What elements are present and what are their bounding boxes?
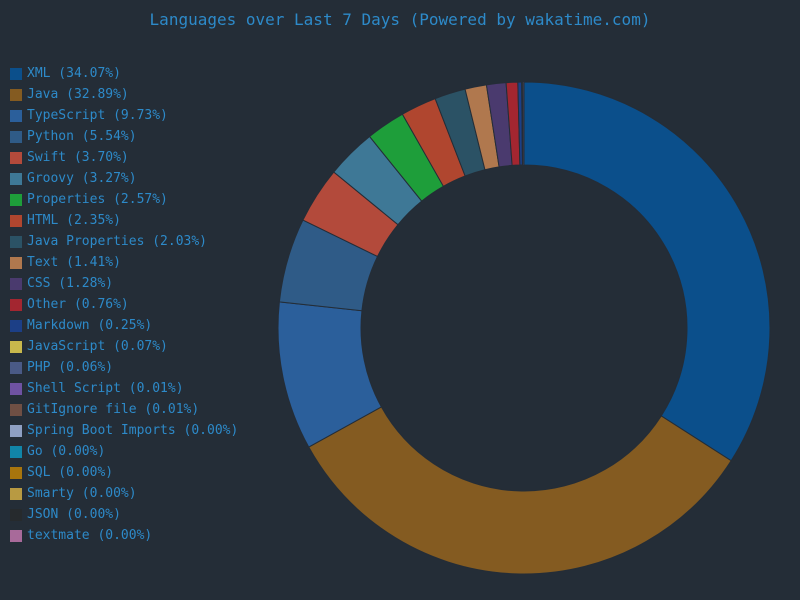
legend-label: PHP (0.06%): [27, 360, 114, 375]
legend-label: JavaScript (0.07%): [27, 339, 168, 354]
legend-label: Shell Script (0.01%): [27, 381, 184, 396]
legend-item[interactable]: HTML (2.35%): [10, 210, 280, 231]
legend-swatch: [10, 277, 22, 290]
legend-swatch: [10, 214, 22, 227]
legend-item[interactable]: Shell Script (0.01%): [10, 378, 280, 399]
legend-swatch: [10, 529, 22, 542]
legend-swatch: [10, 67, 22, 80]
legend-label: HTML (2.35%): [27, 213, 121, 228]
legend-swatch: [10, 382, 22, 395]
legend-swatch: [10, 193, 22, 206]
legend-item[interactable]: Groovy (3.27%): [10, 168, 280, 189]
legend-label: SQL (0.00%): [27, 465, 114, 480]
legend-swatch: [10, 340, 22, 353]
legend-item[interactable]: Smarty (0.00%): [10, 483, 280, 504]
legend-label: Other (0.76%): [27, 297, 129, 312]
legend-swatch: [10, 445, 22, 458]
legend-label: XML (34.07%): [27, 66, 121, 81]
legend-item[interactable]: Java Properties (2.03%): [10, 231, 280, 252]
legend-swatch: [10, 424, 22, 437]
legend-swatch: [10, 172, 22, 185]
legend-item[interactable]: PHP (0.06%): [10, 357, 280, 378]
legend-swatch: [10, 298, 22, 311]
legend-swatch: [10, 403, 22, 416]
legend-item[interactable]: textmate (0.00%): [10, 525, 280, 546]
legend-item[interactable]: Python (5.54%): [10, 126, 280, 147]
legend-item[interactable]: TypeScript (9.73%): [10, 105, 280, 126]
legend-label: Groovy (3.27%): [27, 171, 137, 186]
legend-swatch: [10, 130, 22, 143]
legend-label: CSS (1.28%): [27, 276, 114, 291]
legend-swatch: [10, 319, 22, 332]
legend-item[interactable]: CSS (1.28%): [10, 273, 280, 294]
legend-swatch: [10, 109, 22, 122]
legend-item[interactable]: SQL (0.00%): [10, 462, 280, 483]
legend-label: TypeScript (9.73%): [27, 108, 168, 123]
legend-label: JSON (0.00%): [27, 507, 121, 522]
legend-swatch: [10, 88, 22, 101]
legend-item[interactable]: Text (1.41%): [10, 252, 280, 273]
legend-item[interactable]: Spring Boot Imports (0.00%): [10, 420, 280, 441]
legend-swatch: [10, 508, 22, 521]
legend-label: Markdown (0.25%): [27, 318, 153, 333]
legend-label: Java Properties (2.03%): [27, 234, 208, 249]
legend-label: Text (1.41%): [27, 255, 121, 270]
legend-label: Go (0.00%): [27, 444, 106, 459]
legend-swatch: [10, 151, 22, 164]
legend-item[interactable]: Other (0.76%): [10, 294, 280, 315]
legend-label: Swift (3.70%): [27, 150, 129, 165]
legend-label: Spring Boot Imports (0.00%): [27, 423, 239, 438]
legend-swatch: [10, 256, 22, 269]
legend-item[interactable]: JavaScript (0.07%): [10, 336, 280, 357]
legend-item[interactable]: Go (0.00%): [10, 441, 280, 462]
legend-item[interactable]: GitIgnore file (0.01%): [10, 399, 280, 420]
legend-label: textmate (0.00%): [27, 528, 153, 543]
legend-swatch: [10, 235, 22, 248]
legend-item[interactable]: Swift (3.70%): [10, 147, 280, 168]
legend-item[interactable]: JSON (0.00%): [10, 504, 280, 525]
legend-swatch: [10, 466, 22, 479]
legend-label: Smarty (0.00%): [27, 486, 137, 501]
legend-swatch: [10, 487, 22, 500]
legend-item[interactable]: XML (34.07%): [10, 63, 280, 84]
legend-label: Python (5.54%): [27, 129, 137, 144]
donut-slice[interactable]: [522, 81, 525, 166]
legend-item[interactable]: Markdown (0.25%): [10, 315, 280, 336]
donut-slice[interactable]: [308, 406, 732, 575]
legend-item[interactable]: Java (32.89%): [10, 84, 280, 105]
legend-label: Properties (2.57%): [27, 192, 168, 207]
legend-label: GitIgnore file (0.01%): [27, 402, 200, 417]
chart-title: Languages over Last 7 Days (Powered by w…: [149, 10, 651, 29]
donut-slice[interactable]: [523, 81, 771, 462]
legend-label: Java (32.89%): [27, 87, 129, 102]
legend-swatch: [10, 361, 22, 374]
legend: XML (34.07%) Java (32.89%) TypeScript (9.7…: [10, 63, 280, 546]
legend-item[interactable]: Properties (2.57%): [10, 189, 280, 210]
